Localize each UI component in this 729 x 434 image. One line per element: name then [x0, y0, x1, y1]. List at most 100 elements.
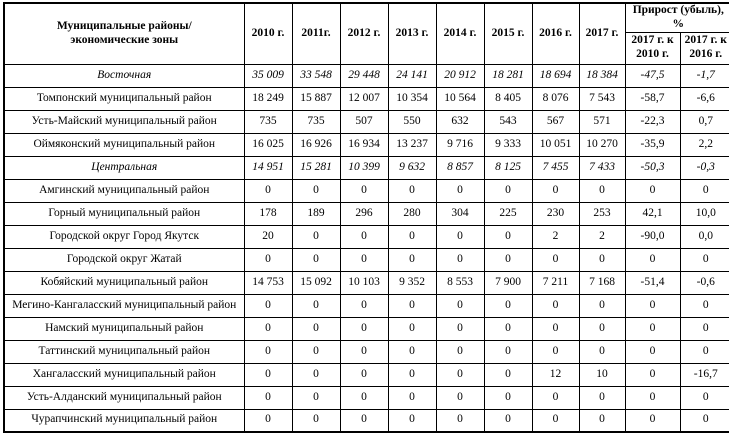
- cell-value: 0: [387, 408, 437, 433]
- row-name: Городской округ Город Якутск: [3, 224, 245, 249]
- cell-value: 2,2: [679, 132, 729, 157]
- cell-value: 0: [291, 316, 341, 341]
- cell-value: 0: [387, 385, 437, 410]
- column-header-year-2016: 2016 г.: [531, 2, 580, 65]
- cell-value: -58,7: [624, 86, 681, 111]
- table-row: Горный муниципальный район 178 189 296 280 30…: [3, 201, 729, 226]
- cell-value: 189: [291, 201, 341, 226]
- cell-value: 0: [483, 385, 533, 410]
- cell-value: 0: [291, 339, 341, 364]
- table-row: Таттинский муниципальный район 0 0 0 0 0 0 0 0 0 0: [3, 339, 729, 364]
- cell-value: 12: [531, 362, 580, 387]
- cell-value: 20 912: [435, 63, 485, 88]
- table-row: Оймяконский муниципальный район 16 025 16 …: [3, 132, 729, 157]
- cell-value: 0: [578, 316, 626, 341]
- row-name: Таттинский муниципальный район: [3, 339, 245, 364]
- cell-value: 0: [387, 362, 437, 387]
- cell-value: 0: [435, 293, 485, 318]
- cell-value: 0: [624, 408, 681, 433]
- row-name: Усть-Майский муниципальный район: [3, 109, 245, 134]
- cell-value: 550: [387, 109, 437, 134]
- cell-value: 0: [435, 224, 485, 249]
- cell-value: 0: [483, 408, 533, 433]
- cell-value: 632: [435, 109, 485, 134]
- cell-value: 35 009: [243, 63, 293, 88]
- column-header-growth-2016: 2017 г. к 2016 г.: [679, 31, 729, 65]
- cell-value: 15 092: [291, 270, 341, 295]
- zone-row: Центральная 14 951 15 281 10 399 9 632 8 857 8…: [3, 155, 729, 180]
- cell-value: 0: [435, 339, 485, 364]
- cell-value: 33 548: [291, 63, 341, 88]
- cell-value: 253: [578, 201, 626, 226]
- cell-value: 0: [531, 178, 580, 203]
- cell-value: 0: [339, 339, 389, 364]
- cell-value: 14 753: [243, 270, 293, 295]
- cell-value: 9 716: [435, 132, 485, 157]
- row-name: Мегино-Кангаласский муниципальный район: [3, 293, 245, 318]
- cell-value: 0: [387, 247, 437, 272]
- cell-value: 0: [578, 293, 626, 318]
- column-header-growth-2010: 2017 г. к 2010 г.: [624, 31, 681, 65]
- cell-value: 0: [243, 385, 293, 410]
- cell-value: 0: [387, 339, 437, 364]
- row-name: Намский муниципальный район: [3, 316, 245, 341]
- column-header-year-2014: 2014 г.: [435, 2, 485, 65]
- cell-value: 16 926: [291, 132, 341, 157]
- cell-value: 0: [531, 339, 580, 364]
- cell-value: 0: [435, 316, 485, 341]
- cell-value: 0: [679, 385, 729, 410]
- column-header-year-2013: 2013 г.: [387, 2, 437, 65]
- cell-value: 9 333: [483, 132, 533, 157]
- table-body: Восточная 35 009 33 548 29 448 24 141 20 912 1…: [3, 63, 729, 433]
- cell-value: 0: [578, 178, 626, 203]
- column-header-year-2010: 2010 г.: [243, 2, 293, 65]
- cell-value: 10 564: [435, 86, 485, 111]
- cell-value: 0: [291, 178, 341, 203]
- cell-value: 280: [387, 201, 437, 226]
- cell-value: 0: [243, 408, 293, 433]
- cell-value: 0: [483, 339, 533, 364]
- cell-value: 7 433: [578, 155, 626, 180]
- statistics-table: Муниципальные районы/ экономические зоны…: [3, 2, 729, 434]
- cell-value: 225: [483, 201, 533, 226]
- column-header-year-2011: 2011г.: [291, 2, 341, 65]
- cell-value: 24 141: [387, 63, 437, 88]
- cell-value: 0: [679, 178, 729, 203]
- cell-value: 0: [339, 224, 389, 249]
- cell-value: 0: [387, 316, 437, 341]
- cell-value: 12 007: [339, 86, 389, 111]
- cell-value: 0: [435, 408, 485, 433]
- cell-value: 9 352: [387, 270, 437, 295]
- cell-value: -50,3: [624, 155, 681, 180]
- row-name: Центральная: [3, 155, 245, 180]
- table-header: Муниципальные районы/ экономические зоны…: [3, 2, 729, 65]
- cell-value: 0: [578, 408, 626, 433]
- column-header-growth: Прирост (убыль), %: [624, 2, 729, 33]
- cell-value: 0: [387, 293, 437, 318]
- row-name: Городской округ Жатай: [3, 247, 245, 272]
- row-name: Чурапчинский муниципальный район: [3, 408, 245, 433]
- table-row: Городской округ Жатай 0 0 0 0 0 0 0 0 0 0: [3, 247, 729, 272]
- cell-value: 0: [291, 247, 341, 272]
- row-name: Усть-Алданский муниципальный район: [3, 385, 245, 410]
- cell-value: 2: [531, 224, 580, 249]
- cell-value: 571: [578, 109, 626, 134]
- cell-value: 0: [624, 178, 681, 203]
- cell-value: 543: [483, 109, 533, 134]
- cell-value: -22,3: [624, 109, 681, 134]
- cell-value: 14 951: [243, 155, 293, 180]
- cell-value: 0: [679, 293, 729, 318]
- cell-value: 0: [624, 247, 681, 272]
- table-row: Усть-Майский муниципальный район 735 735 50…: [3, 109, 729, 134]
- cell-value: 0: [243, 247, 293, 272]
- cell-value: 0: [679, 316, 729, 341]
- cell-value: 0: [291, 408, 341, 433]
- cell-value: 0: [435, 247, 485, 272]
- cell-value: 0: [291, 362, 341, 387]
- cell-value: 18 249: [243, 86, 293, 111]
- cell-value: 0: [679, 408, 729, 433]
- cell-value: -90,0: [624, 224, 681, 249]
- cell-value: 0: [243, 316, 293, 341]
- cell-value: -51,4: [624, 270, 681, 295]
